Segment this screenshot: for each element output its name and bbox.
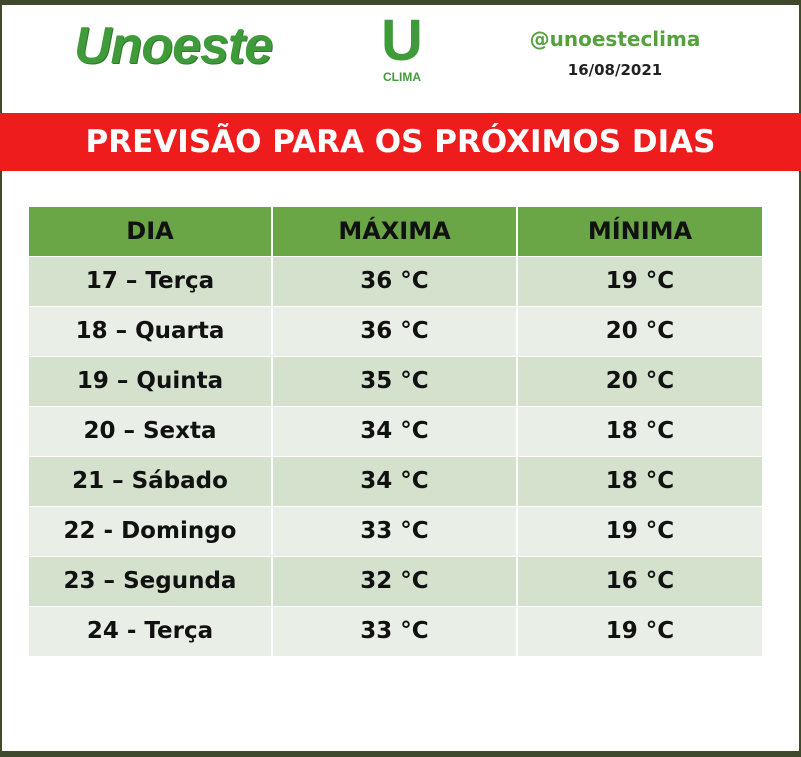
min-temp-cell: 19 °C [517, 255, 762, 306]
max-temp-cell: 33 °C [272, 605, 518, 656]
day-cell: 23 – Segunda [29, 555, 273, 606]
column-header-day: DIA [29, 207, 273, 256]
clima-logo-caption: CLIMA [383, 70, 421, 84]
banner-title: PREVISÃO PARA OS PRÓXIMOS DIAS [85, 124, 716, 160]
clima-logo: U CLIMA [374, 12, 430, 86]
table-row: 23 – Segunda 32 °C 16 °C [29, 555, 762, 606]
min-temp-cell: 19 °C [517, 505, 762, 556]
table-row: 24 - Terça 33 °C 19 °C [29, 605, 762, 656]
table-row: 17 – Terça 36 °C 19 °C [29, 255, 762, 306]
unoeste-logo: Unoeste [74, 17, 273, 75]
top-border [0, 0, 801, 5]
social-handle: @unoesteclima [529, 27, 701, 51]
min-temp-cell: 18 °C [517, 455, 762, 506]
day-cell: 18 – Quarta [29, 305, 273, 356]
min-temp-cell: 18 °C [517, 405, 762, 456]
min-temp-cell: 16 °C [517, 555, 762, 606]
table-row: 19 – Quinta 35 °C 20 °C [29, 355, 762, 406]
forecast-table: DIA MÁXIMA MÍNIMA 17 – Terça 36 °C 19 °C… [29, 207, 762, 656]
table-row: 21 – Sábado 34 °C 18 °C [29, 455, 762, 506]
table-header-row: DIA MÁXIMA MÍNIMA [29, 207, 762, 256]
table-row: 20 – Sexta 34 °C 18 °C [29, 405, 762, 456]
day-cell: 17 – Terça [29, 255, 273, 306]
day-cell: 22 - Domingo [29, 505, 273, 556]
column-header-max: MÁXIMA [272, 207, 518, 256]
right-border [799, 0, 801, 757]
title-banner: PREVISÃO PARA OS PRÓXIMOS DIAS [0, 113, 801, 171]
max-temp-cell: 33 °C [272, 505, 518, 556]
day-cell: 20 – Sexta [29, 405, 273, 456]
publish-date: 16/08/2021 [567, 61, 663, 79]
day-cell: 19 – Quinta [29, 355, 273, 406]
max-temp-cell: 34 °C [272, 405, 518, 456]
max-temp-cell: 36 °C [272, 255, 518, 306]
max-temp-cell: 34 °C [272, 455, 518, 506]
clima-logo-letter: U [381, 8, 423, 73]
table-row: 22 - Domingo 33 °C 19 °C [29, 505, 762, 556]
max-temp-cell: 36 °C [272, 305, 518, 356]
day-cell: 21 – Sábado [29, 455, 273, 506]
min-temp-cell: 19 °C [517, 605, 762, 656]
max-temp-cell: 32 °C [272, 555, 518, 606]
table-row: 18 – Quarta 36 °C 20 °C [29, 305, 762, 356]
max-temp-cell: 35 °C [272, 355, 518, 406]
min-temp-cell: 20 °C [517, 355, 762, 406]
column-header-min: MÍNIMA [517, 207, 762, 256]
bottom-border [0, 751, 801, 757]
day-cell: 24 - Terça [29, 605, 273, 656]
left-border [0, 0, 2, 757]
min-temp-cell: 20 °C [517, 305, 762, 356]
